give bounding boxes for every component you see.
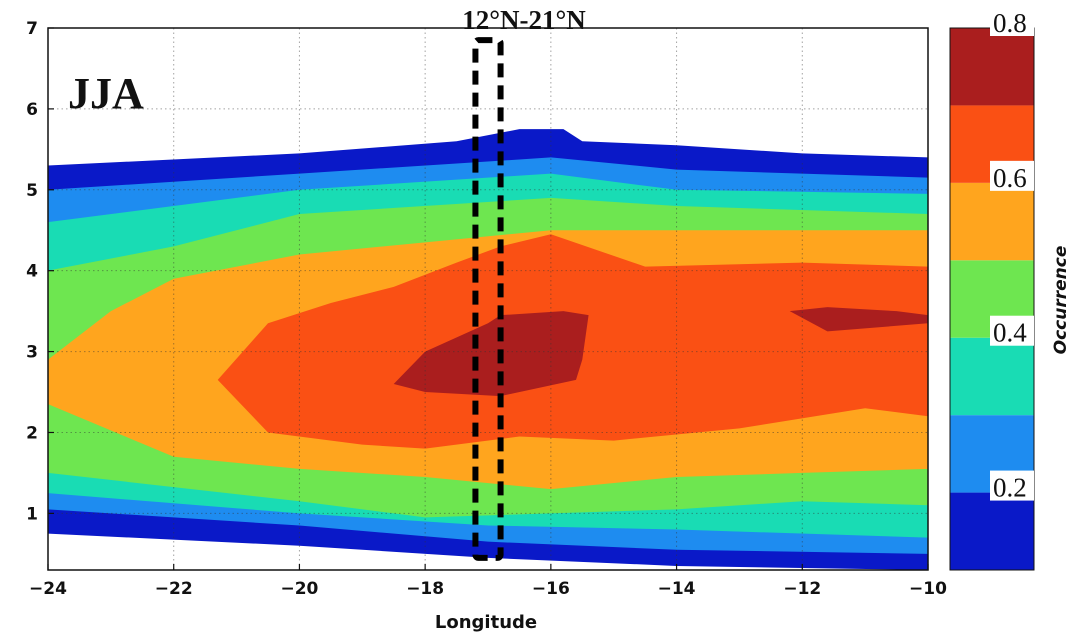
band-box bbox=[472, 37, 504, 561]
x-tick-label: −10 bbox=[909, 579, 947, 599]
colorbar-segment bbox=[950, 28, 1034, 106]
y-tick-label: 7 bbox=[26, 19, 38, 39]
season-label: JJA bbox=[68, 69, 144, 118]
contour-fill-layer bbox=[48, 129, 928, 570]
colorbar-tick-label: 0.8 bbox=[993, 8, 1027, 38]
x-tick-label: −24 bbox=[29, 579, 67, 599]
colorbar-segment bbox=[950, 492, 1034, 570]
x-axis: −24 −22 −20 −18 −16 −14 −12 −10 bbox=[29, 564, 947, 599]
x-tick-label: −18 bbox=[406, 579, 444, 599]
x-axis-label: Longitude bbox=[435, 612, 537, 633]
x-tick-label: −20 bbox=[280, 579, 318, 599]
x-tick-label: −22 bbox=[155, 579, 193, 599]
band-title: 12°N-21°N bbox=[462, 5, 586, 35]
colorbar-segment bbox=[950, 182, 1034, 261]
contour-region-7 bbox=[789, 307, 928, 332]
x-tick-label: −14 bbox=[658, 579, 696, 599]
colorbar-label-backdrop bbox=[990, 470, 1034, 501]
x-tick-label: −16 bbox=[532, 579, 570, 599]
colorbar-title: Occurrence bbox=[1051, 246, 1071, 355]
colorbar-tick-label: 0.6 bbox=[993, 163, 1027, 193]
y-tick-label: 2 bbox=[26, 423, 38, 443]
colorbar-tick-label: 0.2 bbox=[993, 473, 1027, 503]
y-tick-label: 5 bbox=[26, 181, 38, 201]
band-layer bbox=[472, 37, 504, 561]
colorbar-label-backdrop bbox=[990, 315, 1034, 346]
colorbar-segment bbox=[950, 337, 1034, 416]
plot-frame bbox=[47, 27, 929, 571]
y-tick-label: 6 bbox=[26, 100, 38, 120]
grid-layer bbox=[48, 28, 928, 570]
colorbar: 0.2 0.4 0.6 0.8 bbox=[949, 6, 1035, 571]
y-tick-label: 4 bbox=[26, 262, 38, 282]
y-tick-label: 1 bbox=[26, 504, 38, 524]
colorbar-label-backdrop bbox=[990, 160, 1034, 191]
colorbar-label-backdrop bbox=[990, 6, 1034, 36]
colorbar-tick-label: 0.4 bbox=[993, 318, 1027, 348]
y-tick-label: 3 bbox=[26, 343, 38, 363]
x-tick-label: −12 bbox=[783, 579, 821, 599]
y-axis: 1 2 3 4 5 6 7 bbox=[26, 19, 54, 524]
contour-region-6 bbox=[393, 311, 589, 397]
